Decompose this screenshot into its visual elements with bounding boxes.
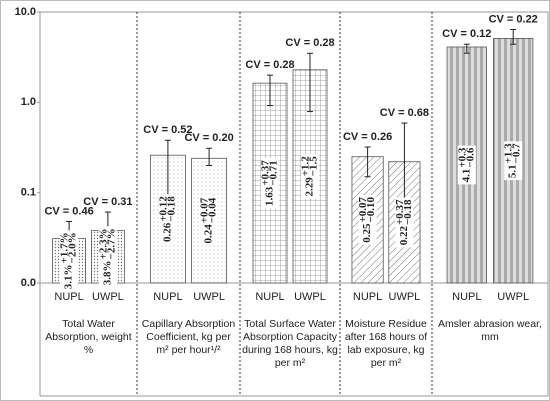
x-tick-label: NUPL [255,291,284,303]
error-plus-label: +1.3 [503,143,515,164]
value-label-box [98,226,117,288]
value-label-text: 0.26 [161,222,173,242]
error-plus-label: +0.37 [260,160,272,186]
category-label: Total Water Absorption, weight % [45,318,132,356]
cv-label: CV = 0.22 [489,13,538,25]
x-tick-label: UWPL [193,291,225,303]
value-label: 0.24+0.07−0.04 [199,195,219,246]
value-label: 5.1+1.3−0.7 [503,141,523,181]
category-label-box: Capillary Absorption Coefficient, kg per… [141,318,236,356]
value-label-text: 4.1 [460,169,472,183]
value-label: 1.63+0.37−0.71 [260,158,280,208]
y-tick-label: 0.0 [21,277,36,289]
category-label: Capillary Absorption Coefficient, kg per… [141,318,236,356]
value-label: 3.1%+1.7%−2.0% [59,230,79,292]
error-minus-label: −0.18 [165,196,177,222]
value-label-box [457,145,476,185]
error-minus-label: −0.04 [207,197,219,223]
error-minus-label: −0.10 [365,196,377,222]
value-label-box [60,230,79,292]
error-minus-label: −0.7 [511,143,523,164]
cv-label: CV = 0.20 [184,132,233,144]
cv-label: CV = 0.68 [380,107,429,119]
error-plus-label: +0.12 [157,196,169,222]
error-plus-label: +1.7% [59,232,71,263]
value-label-box [158,194,177,244]
value-label-box [261,158,279,208]
error-minus-label: −0.18 [402,199,414,225]
error-plus-label: +0.3 [456,147,468,168]
value-label: 2.29+1.2−1.5 [300,154,320,199]
value-label-text: 3.1% [63,264,75,289]
value-label-text: 1.63 [264,186,276,206]
category-label-box: Amsler abrasion wear, mm [438,318,542,343]
y-tick-label: 0.1 [21,187,36,199]
x-tick-label: UWPL [92,291,124,303]
value-label-box [200,195,219,246]
x-tick-label: NUPL [452,291,481,303]
value-label: 0.26+0.12−0.18 [157,194,177,244]
value-label: 0.22+0.37−0.18 [394,197,414,248]
category-label: Total Surface Water Absorption Capacity … [242,318,338,369]
value-label: 3.8%+2.3%−2.7% [97,226,117,288]
cv-label: CV = 0.46 [44,205,93,217]
x-tick-label: NUPL [153,291,182,303]
value-label-text: 0.24 [203,224,215,244]
error-minus-label: −2.7% [105,228,117,259]
error-plus-label: +0.37 [394,199,406,225]
value-label-text: 0.25 [361,223,373,243]
error-plus-label: +0.07 [199,197,211,223]
x-tick-label: NUPL [54,291,83,303]
cv-label: CV = 0.28 [285,37,334,49]
cv-label: CV = 0.52 [143,124,192,136]
error-plus-label: +1.2 [300,156,312,177]
error-minus-label: −1.5 [308,156,320,177]
y-tick-label: 1.0 [21,96,36,108]
error-plus-label: +2.3% [97,228,109,259]
x-tick-label: NUPL [353,291,382,303]
error-plus-label: +0.07 [357,196,369,222]
value-label: 0.25+0.07−0.10 [357,194,377,245]
value-label-text: 0.22 [398,226,410,246]
category-label-box: Total Surface Water Absorption Capacity … [242,318,338,369]
category-label: Amsler abrasion wear, mm [438,318,542,343]
category-label: Moisture Residue after 168 hours of lab … [344,318,428,369]
cv-label: CV = 0.31 [83,196,132,208]
category-label-box: Total Water Absorption, weight % [45,318,132,356]
x-tick-label: UWPL [294,291,326,303]
value-label-box [301,154,319,199]
value-label-box [358,194,377,245]
error-minus-label: −0.71 [268,160,280,186]
category-label-box: Moisture Residue after 168 hours of lab … [344,318,428,369]
cv-label: CV = 0.28 [245,59,294,71]
value-label-box [395,197,414,248]
value-label-text: 2.29 [304,177,316,197]
value-label-text: 5.1 [507,164,519,178]
cv-label: CV = 0.26 [343,131,392,143]
value-label-text: 3.8% [101,260,113,285]
y-tick-label: 10.0 [15,6,36,18]
error-minus-label: −2.0% [67,232,79,263]
value-label: 4.1+0.3−0.6 [456,145,476,185]
value-label-box [504,141,523,181]
x-tick-label: UWPL [497,291,529,303]
x-tick-label: UWPL [389,291,421,303]
error-minus-label: −0.6 [464,147,476,168]
cv-label: CV = 0.12 [442,28,491,40]
